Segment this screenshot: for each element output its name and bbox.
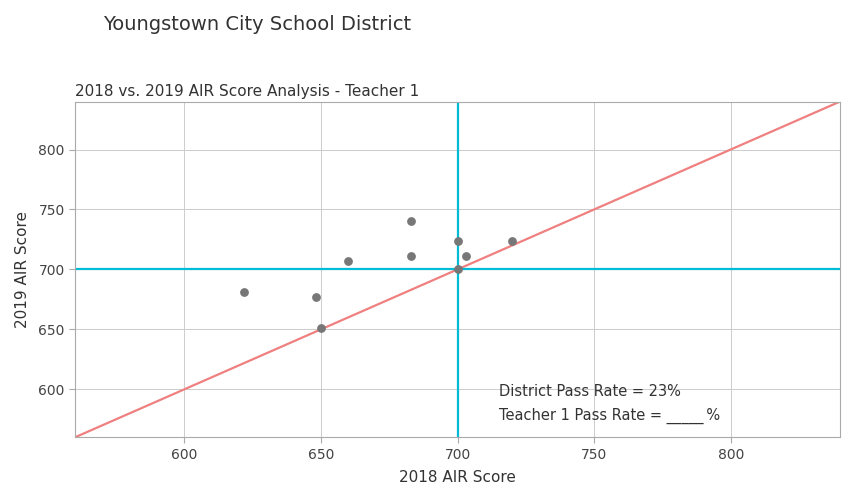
X-axis label: 2018 AIR Score: 2018 AIR Score xyxy=(399,470,516,485)
Point xyxy=(404,252,418,260)
Point xyxy=(238,288,251,296)
Text: District Pass Rate = 23%: District Pass Rate = 23% xyxy=(498,384,681,399)
Point xyxy=(451,236,464,244)
Point xyxy=(459,252,473,260)
Text: Teacher 1 Pass Rate = _____ %: Teacher 1 Pass Rate = _____ % xyxy=(498,408,720,424)
Text: Youngstown City School District: Youngstown City School District xyxy=(103,15,410,34)
Point xyxy=(341,257,355,265)
Y-axis label: 2019 AIR Score: 2019 AIR Score xyxy=(15,211,30,328)
Point xyxy=(451,266,464,274)
Point xyxy=(505,236,519,244)
Point xyxy=(404,218,418,226)
Text: 2018 vs. 2019 AIR Score Analysis - Teacher 1: 2018 vs. 2019 AIR Score Analysis - Teach… xyxy=(75,84,419,99)
Point xyxy=(314,324,327,332)
Point xyxy=(309,293,322,301)
